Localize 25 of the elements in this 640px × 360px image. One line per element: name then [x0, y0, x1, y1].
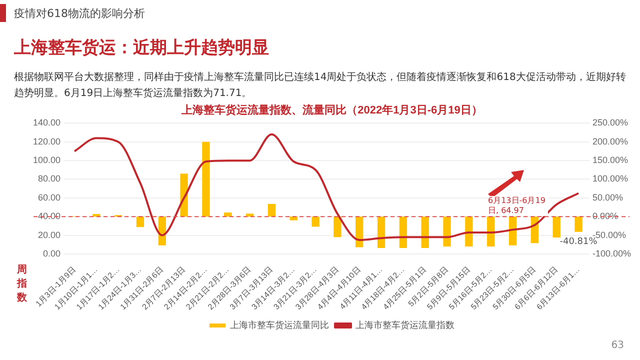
y-tick-label: 100.00 [32, 155, 61, 166]
text: 疫情对618物流的影响分析 [14, 6, 145, 21]
text: 63 [611, 340, 624, 351]
legend-label: 上海市整车货运流量指数 [356, 320, 454, 330]
chart-title: 上海整车货运流量指数、流量同比（2022年1月3日-6月19日） [180, 104, 482, 117]
y2-tick-label: 100.00% [592, 174, 628, 184]
y-tick-label: 120.00 [32, 136, 61, 146]
y2-tick-label: 50.00% [592, 192, 624, 202]
y-tick-label: 0.00 [42, 248, 61, 258]
y-tick-label: 60.00 [38, 192, 61, 202]
text: 根据物联网平台大数据整理，同样由于疫情上海整车流量同比已连续14周处于负状态，但随着疫情逐渐恢复和618大促活动带动，近期好转趋势明显。6月19日上海整车货运流量指数为71.71。 [14, 70, 626, 101]
y2-tick-label: 200.00% [592, 136, 628, 146]
y2-tick-label: 150.00% [592, 155, 628, 166]
annotation: 6月13日-6月19日, 64.97 [488, 196, 548, 216]
legend-label: 上海市整车货运流量同比 [230, 320, 329, 330]
y2-tick-label: -100.00% [592, 248, 632, 258]
text: 上海整车货运：近期上升趋势明显 [14, 37, 269, 59]
y-tick-label: 40.00 [38, 211, 61, 222]
y-tick-label: 20.00 [38, 230, 61, 240]
y-tick-label: 80.00 [38, 174, 61, 184]
data-label: -40.81% [560, 237, 598, 248]
x-axis-title: 周指数 [16, 264, 28, 304]
y2-tick-label: -50.00% [592, 230, 626, 240]
y2-tick-label: 250.00% [592, 118, 628, 128]
y-tick-label: 140.00 [32, 118, 61, 128]
